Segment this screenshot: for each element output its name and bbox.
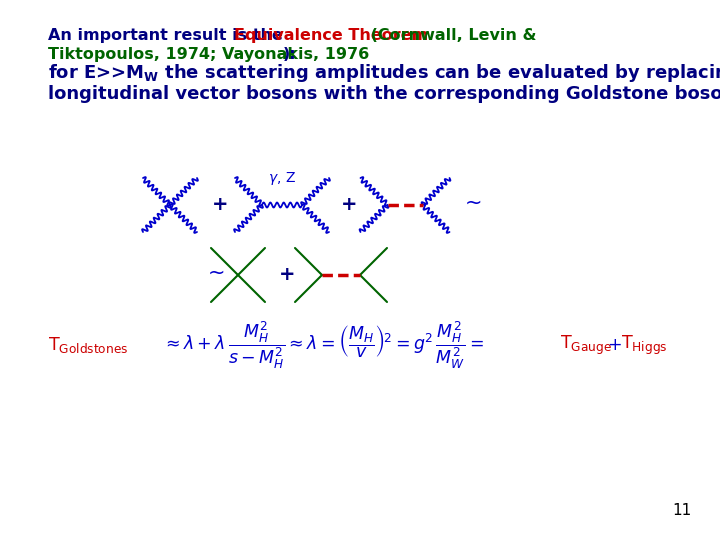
Text: +: +: [212, 195, 228, 214]
Text: $+$: $+$: [607, 336, 622, 354]
Text: ):: ):: [283, 47, 296, 62]
Text: for E>>$\mathbf{M_W}$ the scattering amplitudes can be evaluated by replacing th: for E>>$\mathbf{M_W}$ the scattering amp…: [48, 62, 720, 84]
Text: $\approx \lambda + \lambda\,\dfrac{M_H^2}{s - M_H^2}\approx \lambda = \left(\dfr: $\approx \lambda + \lambda\,\dfrac{M_H^2…: [162, 319, 484, 371]
Text: $\gamma$, Z: $\gamma$, Z: [268, 170, 296, 187]
Text: 11: 11: [672, 503, 691, 518]
Text: (Cornwall, Levin &: (Cornwall, Levin &: [365, 28, 543, 43]
Text: ~: ~: [208, 263, 225, 283]
Text: +: +: [341, 195, 358, 214]
Text: Tiktopoulos, 1974; Vayonakis, 1976: Tiktopoulos, 1974; Vayonakis, 1976: [48, 47, 369, 62]
Text: longitudinal vector bosons with the corresponding Goldstone bosons: longitudinal vector bosons with the corr…: [48, 85, 720, 103]
Text: +: +: [279, 266, 295, 285]
Text: $\mathrm{T}_{\mathrm{Gauge}}$: $\mathrm{T}_{\mathrm{Gauge}}$: [560, 333, 612, 356]
Text: ~: ~: [464, 193, 482, 213]
Text: Equivalence Theorem: Equivalence Theorem: [234, 28, 428, 43]
Text: $\mathrm{T}_{\mathrm{Higgs}}$: $\mathrm{T}_{\mathrm{Higgs}}$: [621, 333, 667, 356]
Text: $\mathrm{T}_{\mathrm{Goldstones}}$: $\mathrm{T}_{\mathrm{Goldstones}}$: [48, 335, 128, 355]
Text: An important result is the: An important result is the: [48, 28, 289, 43]
